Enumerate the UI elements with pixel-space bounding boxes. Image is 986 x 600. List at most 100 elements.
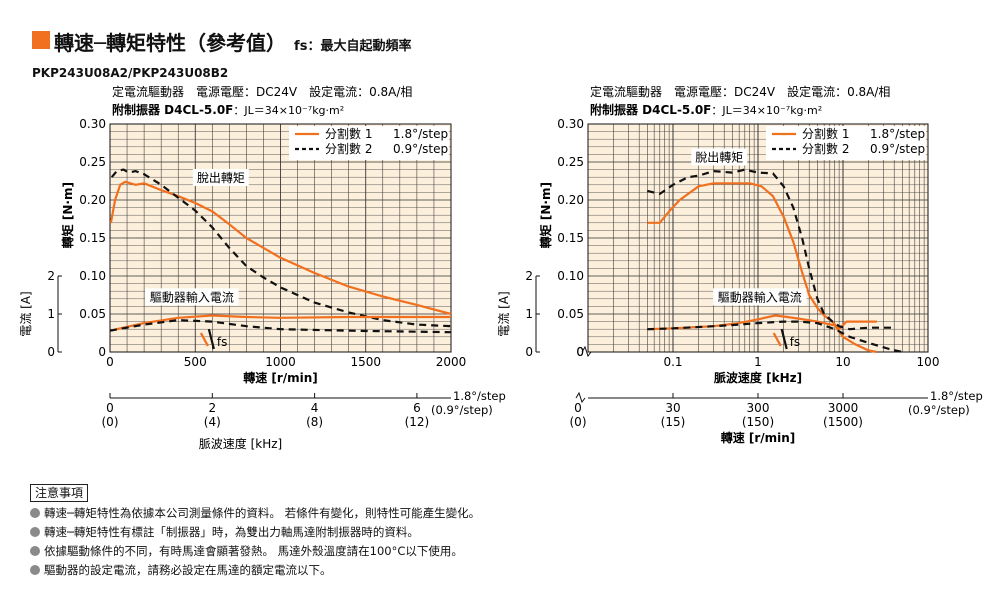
page-title: 轉速─轉矩特性（參考值） fs：最大自起動頻率 <box>54 31 412 55</box>
pullout-torque-label: 脫出轉矩 <box>197 170 245 185</box>
x-zero-label: 0 <box>576 345 584 359</box>
secondary-unit-top: 1.8°/step <box>453 389 506 403</box>
x-tick-label: 100 <box>917 355 940 369</box>
y-tick-label: 0.15 <box>79 231 106 245</box>
condition-line-2: 附制振器 D4CL-5.0F：JL＝34×10⁻⁷kg·m² <box>590 102 822 117</box>
pullout-torque-label-bg <box>691 148 748 166</box>
current-tick-label: 0 <box>47 345 55 359</box>
legend-entry-name: 分割數 2 <box>802 141 849 156</box>
axis-break-icon <box>575 391 586 404</box>
bullet-icon <box>30 508 40 518</box>
fs-mark-div2 <box>207 328 215 350</box>
y-tick-label: 0.05 <box>79 307 106 321</box>
bullet-icon <box>30 546 40 556</box>
x-tick-label: 1000 <box>265 355 296 369</box>
y-tick-label: 0.20 <box>79 193 106 207</box>
y-tick-label: 0.30 <box>79 117 106 131</box>
x-tick-label: 10 <box>835 355 850 369</box>
y-tick-label: 0.30 <box>557 117 584 131</box>
secondary-tick-top: 0 <box>106 401 114 415</box>
driver-current-label-bg <box>713 288 807 306</box>
current-tick-label: 2 <box>525 269 533 283</box>
legend-entry-step: 0.9°/step <box>870 142 925 156</box>
secondary-tick-bottom: (15) <box>661 415 686 429</box>
x-tick-label: 1500 <box>350 355 381 369</box>
torque-axis-label: 轉矩 [N·m] <box>538 182 553 248</box>
fs-mark-div1 <box>199 332 209 347</box>
secondary-axis-label: 轉速 [r/min] <box>721 430 796 445</box>
y-tick-label: 0.10 <box>79 269 106 283</box>
legend-box <box>766 126 926 160</box>
bullet-icon <box>30 565 40 575</box>
note-item: 轉速─轉矩特性為依據本公司測量條件的資料。 若條件有變化，則特性可能產生變化。 <box>30 505 480 521</box>
secondary-tick-bottom: (0) <box>102 415 119 429</box>
pullout-torque-label-bg <box>192 169 249 186</box>
x-tick-label: 2000 <box>436 355 467 369</box>
fs-mark-div1 <box>772 332 782 347</box>
x-tick-label: 1 <box>754 355 762 369</box>
x-tick-label: 0.1 <box>663 355 682 369</box>
series-line-torque-div2 <box>110 168 452 328</box>
pullout-torque-label: 脫出轉矩 <box>695 149 743 164</box>
secondary-tick-top: 30 <box>665 401 680 415</box>
legend-entry-name: 分割數 1 <box>325 126 372 141</box>
x-axis-label: 脈波速度 [kHz] <box>714 370 802 385</box>
y-tick-label: 0.05 <box>557 307 584 321</box>
x-tick-label: 0 <box>106 355 114 369</box>
fs-label: fs <box>790 335 800 349</box>
plot-frame <box>587 123 929 353</box>
series-line-torque-div2 <box>647 168 895 331</box>
current-axis-label: 電流 [A] <box>497 291 511 336</box>
y-tick-label: 0.10 <box>557 269 584 283</box>
current-tick-label: 2 <box>47 269 55 283</box>
driver-current-label-bg <box>145 288 239 306</box>
note-item: 轉速─轉矩特性有標註「制振器」時，為雙出力軸馬達附制振器時的資料。 <box>30 524 419 540</box>
secondary-tick-top: 300 <box>747 401 770 415</box>
legend-entry-step: 1.8°/step <box>393 127 448 141</box>
note-item: 依據驅動條件的不同，有時馬達會顯著發熱。 馬達外殼溫度請在100°C以下使用。 <box>30 543 463 559</box>
legend-entry-name: 分割數 2 <box>325 141 372 156</box>
x-axis-label: 轉速 [r/min] <box>243 370 318 385</box>
current-tick-label: 1 <box>525 307 533 321</box>
legend-entry-name: 分割數 1 <box>802 126 849 141</box>
y-tick-label: 0.15 <box>557 231 584 245</box>
y-tick-label: 0 <box>576 345 584 359</box>
legend-entry-step: 1.8°/step <box>870 127 925 141</box>
current-tick-label: 1 <box>47 307 55 321</box>
secondary-tick-top: 4 <box>311 401 319 415</box>
axis-break-icon <box>581 345 592 358</box>
series-line-current-div2 <box>647 320 903 354</box>
secondary-tick-bottom: (4) <box>204 415 221 429</box>
driver-current-label: 驅動器輸入電流 <box>718 289 802 304</box>
fs-label: fs <box>217 335 227 349</box>
secondary-tick-top: 3000 <box>828 401 859 415</box>
secondary-tick-bottom: (150) <box>742 415 774 429</box>
legend-entry-step: 0.9°/step <box>393 142 448 156</box>
plot-frame <box>109 123 452 353</box>
secondary-tick-top: 2 <box>208 401 216 415</box>
model-number: PKP243U08A2/PKP243U08B2 <box>32 66 229 80</box>
secondary-unit-bottom: (0.9°/step) <box>431 403 493 417</box>
series-line-torque-div1 <box>109 180 452 316</box>
secondary-tick-top: 6 <box>413 401 421 415</box>
notes-title: 注意事項 <box>30 484 89 502</box>
legend-box <box>289 126 449 160</box>
secondary-tick-bottom: (1500) <box>823 415 863 429</box>
y-tick-label: 0.20 <box>557 193 584 207</box>
driver-current-label: 驅動器輸入電流 <box>150 289 234 304</box>
series-line-current-div2 <box>109 319 452 334</box>
secondary-tick-top: 0 <box>574 401 582 415</box>
y-tick-label: 0 <box>98 345 106 359</box>
title-accent-block <box>32 31 50 49</box>
secondary-tick-bottom: (8) <box>306 415 323 429</box>
secondary-unit-top: 1.8°/step <box>930 389 983 403</box>
condition-line-1: 定電流驅動器 電源電壓：DC24V 設定電流：0.8A/相 <box>590 84 890 99</box>
x-tick-label: 500 <box>184 355 207 369</box>
note-item: 驅動器的設定電流，請務必設定在馬達的額定電流以下。 <box>30 562 332 578</box>
y-tick-label: 0.25 <box>79 155 106 169</box>
secondary-tick-bottom: (0) <box>570 415 587 429</box>
condition-line-2: 附制振器 D4CL-5.0F：JL＝34×10⁻⁷kg·m² <box>112 102 344 117</box>
secondary-axis-label: 脈波速度 [kHz] <box>199 436 282 451</box>
